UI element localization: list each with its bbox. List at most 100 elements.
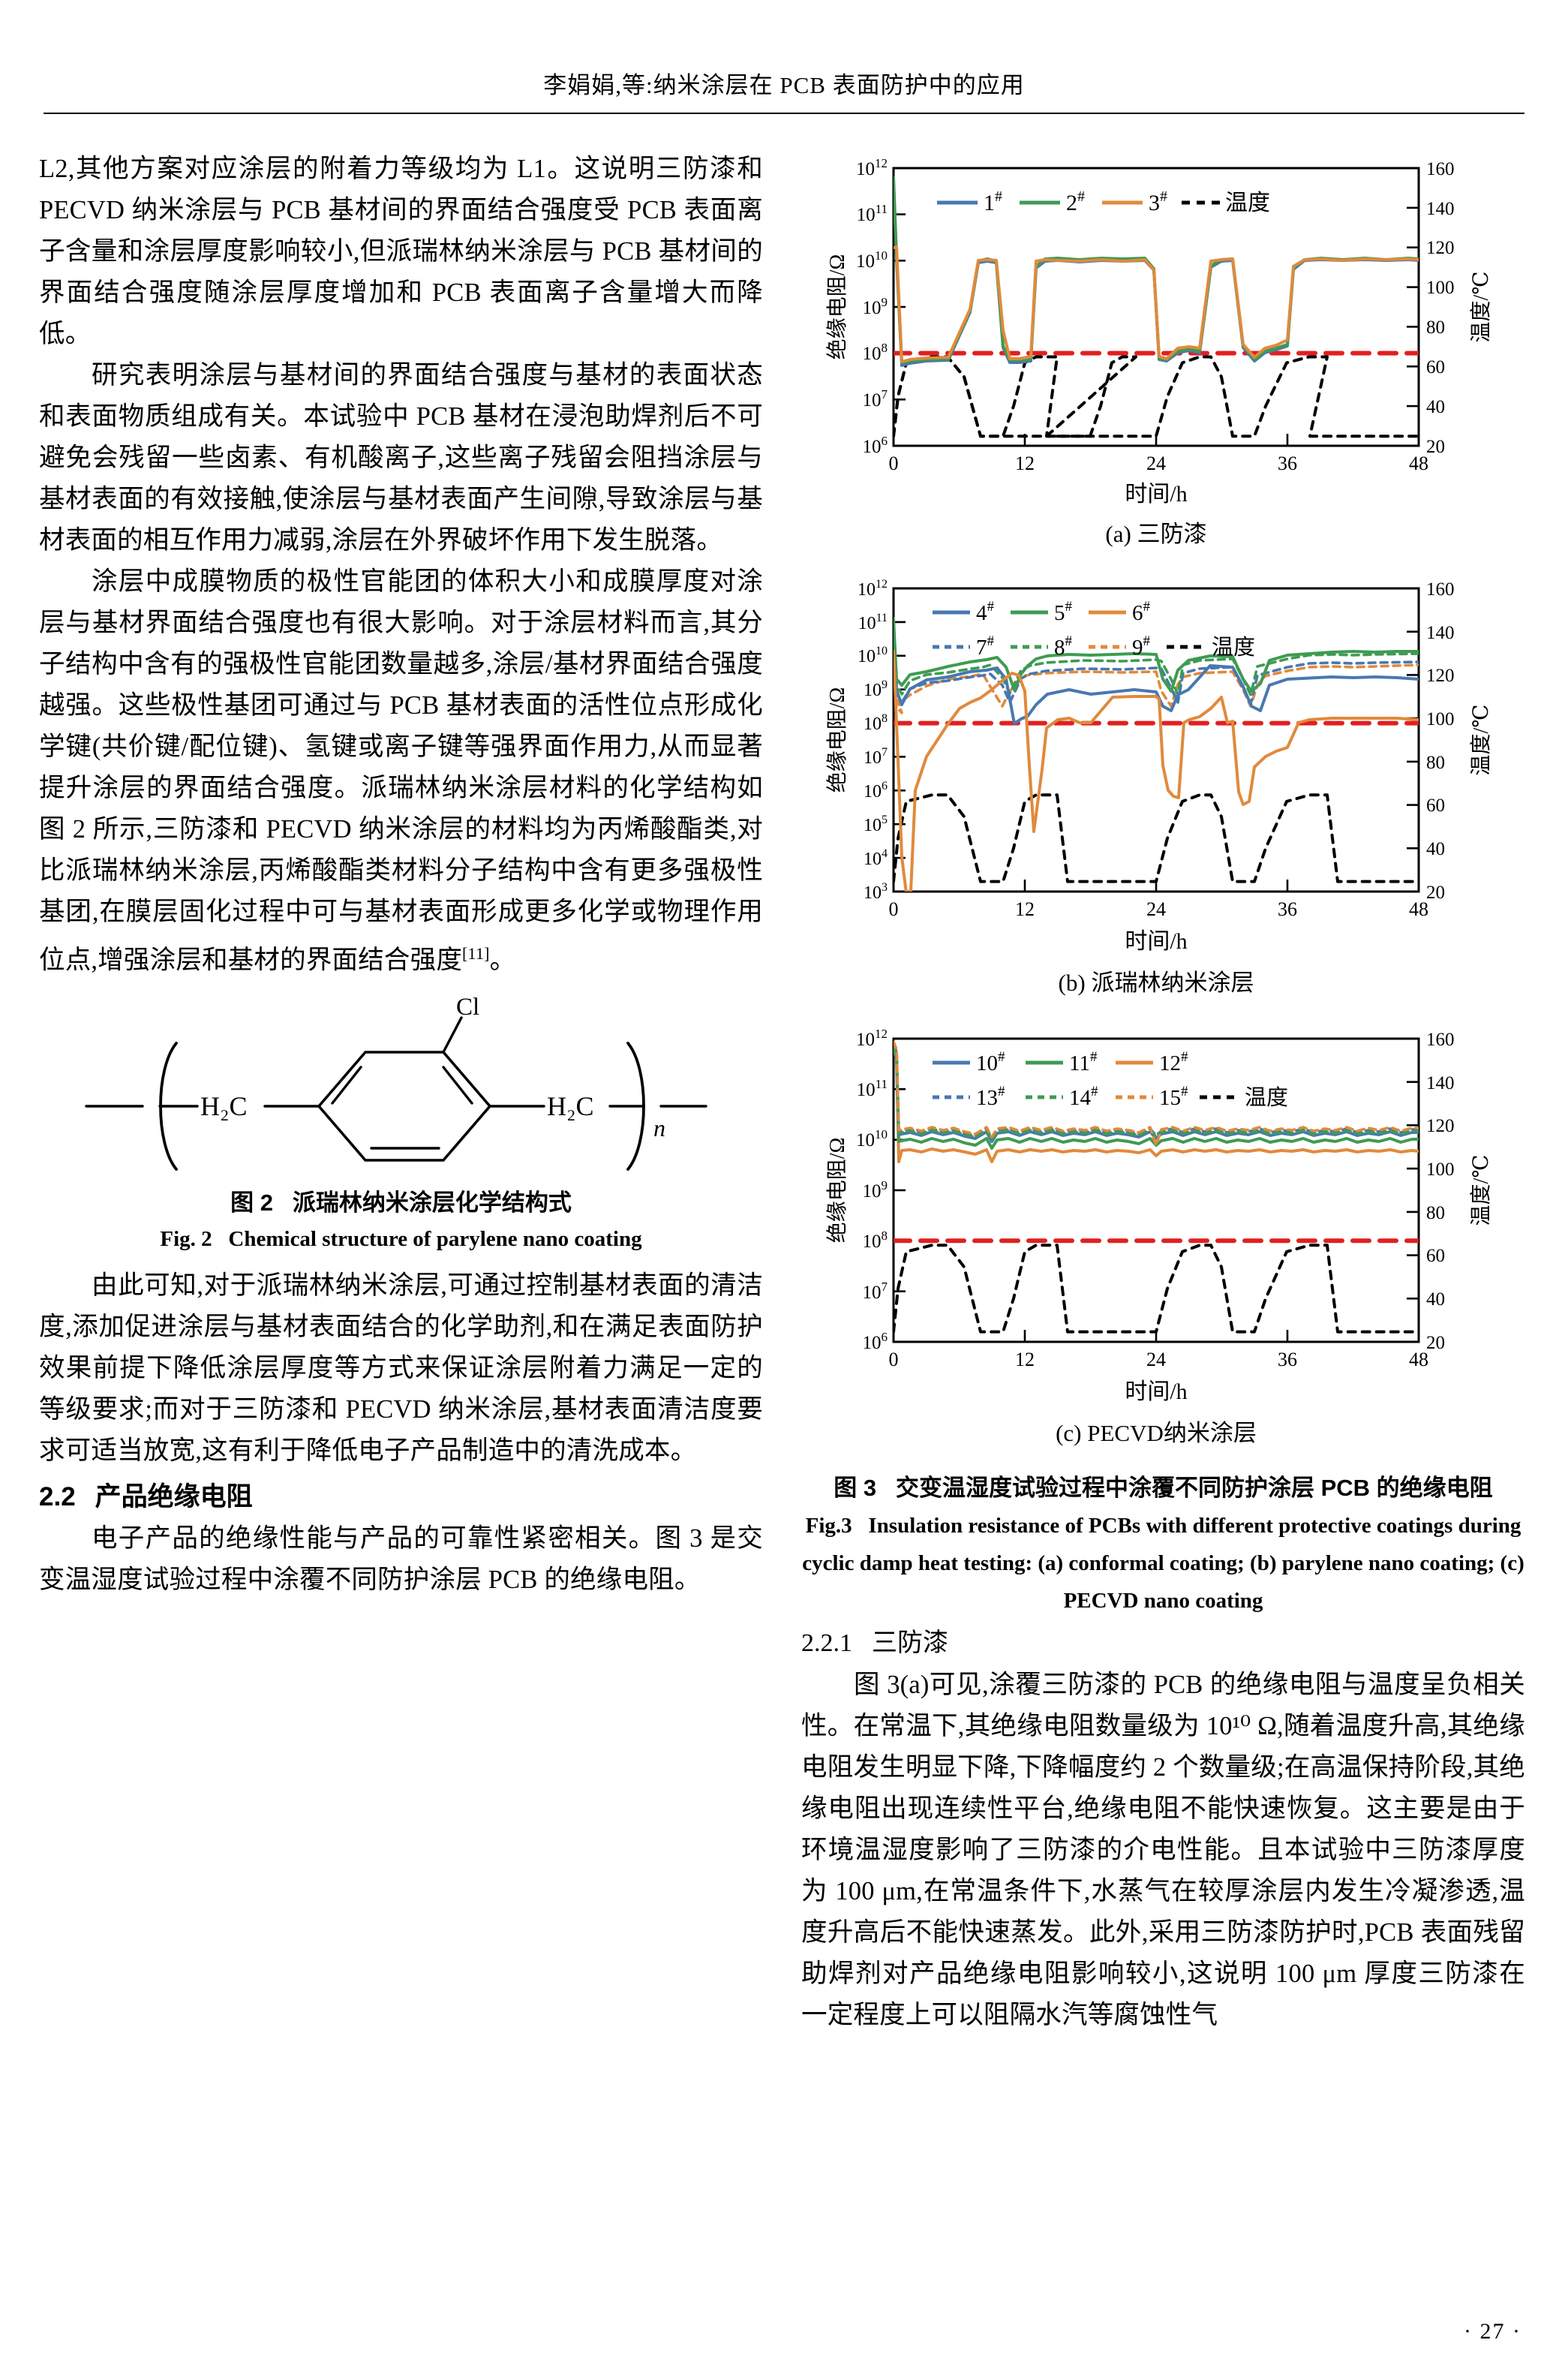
- figure-3-en-text-1: Insulation resistance of PCBs with diffe…: [868, 1514, 1371, 1538]
- chart-b-ytick-1e12: 1012: [858, 578, 888, 600]
- paragraph-4: 由此可知,对于派瑞林纳米涂层,可通过控制基材表面的清洁度,添加促进涂层与基材表面…: [39, 1271, 763, 1465]
- chart-a-y2tick-160: 160: [1426, 159, 1455, 179]
- section-heading-2-2: 2.2 产品绝缘电阻: [39, 1476, 763, 1518]
- chart-a-svg: 106 107 108 109 1010 1011 1012 20: [825, 156, 1493, 547]
- chart-c-ytick-1e9: 109: [862, 1178, 888, 1202]
- chart-c-pecvd-nano-coating: 106 107 108 109 1010 1011 1012 20 40: [804, 1019, 1524, 1469]
- chart-a-y2tick-20: 20: [1426, 437, 1445, 457]
- chart-a-ytick-1e9: 109: [862, 295, 888, 318]
- chart-a-legend-temperature: 温度: [1225, 191, 1270, 215]
- figure-2-title-en: Chemical structure of parylene nano coat…: [228, 1226, 642, 1251]
- chart-b-y2tick-20: 20: [1426, 883, 1445, 903]
- figure-2: Cl H₂C H₂C n 图 2 派瑞林纳米涂层化学结构式 Fig. 2 Che…: [39, 994, 763, 1256]
- chart-b-series-5: [893, 618, 1419, 693]
- chart-c-y2tick-80: 80: [1426, 1203, 1445, 1223]
- figure-3-caption-en: Fig.3 Insulation resistance of PCBs with…: [801, 1507, 1525, 1620]
- chart-b-svg: 103 104 105 106 107 108 109 1010 1011 10…: [825, 578, 1493, 996]
- chart-b-legend-temperature: 温度: [1212, 635, 1255, 660]
- chart-b-ytick-1e10: 1010: [858, 645, 888, 666]
- chart-a-y2tick-100: 100: [1426, 278, 1455, 298]
- figure-3-title-cn: 交变温湿度试验过程中涂覆不同防护涂层 PCB 的绝缘电阻: [896, 1475, 1493, 1501]
- chart-b-ytick-1e7: 107: [864, 746, 888, 768]
- chart-b-ytick-1e11: 1011: [858, 612, 887, 633]
- chem-label-h2c-left: H₂C: [200, 1091, 248, 1121]
- chart-a-ytick-1e12: 1012: [856, 156, 888, 179]
- figure-2-caption-en: Fig. 2 Chemical structure of parylene na…: [39, 1222, 763, 1256]
- chart-c-ytick-1e11: 1011: [856, 1077, 887, 1100]
- figure-2-number-en: Fig. 2: [160, 1226, 212, 1251]
- paragraph-5: 电子产品的绝缘性能与产品的可靠性紧密相关。图 3 是交变温湿度试验过程中涂覆不同…: [39, 1523, 763, 1594]
- chart-c-ytick-1e8: 108: [862, 1229, 888, 1252]
- figure-2-caption-cn: 图 2 派瑞林纳米涂层化学结构式: [39, 1186, 763, 1220]
- chart-c-series-13: [893, 1042, 1419, 1140]
- chart-c-y2tick-100: 100: [1426, 1159, 1455, 1180]
- chart-a-conformal-coating: 106 107 108 109 1010 1011 1012 20: [804, 149, 1524, 569]
- chart-b-series-8: [893, 617, 1419, 696]
- chart-b-y2tick-140: 140: [1426, 623, 1455, 643]
- chart-c-y2tick-20: 20: [1426, 1333, 1445, 1353]
- chem-label-cl: Cl: [456, 994, 479, 1021]
- chart-b-xlabel: 时间/h: [1125, 929, 1187, 954]
- chart-b-y2label: 温度/℃: [1469, 704, 1493, 775]
- chart-c-xtick-12: 12: [1015, 1349, 1035, 1370]
- chart-c-y2tick-40: 40: [1426, 1289, 1445, 1310]
- section-number-2-2: 2.2: [39, 1481, 76, 1511]
- section-title-2-2-1: 三防漆: [872, 1629, 948, 1657]
- section-heading-2-2-1: 2.2.1 三防漆: [801, 1623, 1525, 1665]
- paragraph-3-end: 。: [489, 946, 516, 975]
- chart-c-ytick-1e7: 107: [862, 1280, 888, 1303]
- chart-b-series-4: [893, 621, 1419, 725]
- chart-a-y2tick-60: 60: [1426, 357, 1445, 377]
- paragraph-1: L2,其他方案对应涂层的附着力等级均为 L1。这说明三防漆和 PECVD 纳米涂…: [39, 155, 763, 348]
- chart-c-series-12: [893, 1045, 1419, 1163]
- chart-b-series-6: [893, 650, 1419, 892]
- chart-b-y2tick-60: 60: [1426, 796, 1445, 816]
- chart-b-xtick-48: 48: [1409, 898, 1428, 920]
- paragraph-3: 涂层中成膜物质的极性官能团的体积大小和成膜厚度对涂层与基材界面结合强度也有很大影…: [39, 561, 763, 982]
- chart-b-series-temperature: [893, 793, 1419, 883]
- section-number-2-2-1: 2.2.1: [801, 1629, 852, 1657]
- paragraph-2: 研究表明涂层与基材间的界面结合强度与基材的表面状态和表面物质组成有关。本试验中 …: [39, 361, 763, 555]
- chart-c-y2tick-160: 160: [1426, 1030, 1455, 1050]
- chem-label-n: n: [653, 1114, 665, 1141]
- right-paragraph-1: 图 3(a)可见,涂覆三防漆的 PCB 的绝缘电阻与温度呈负相关性。在常温下,其…: [801, 1671, 1525, 2029]
- chart-b-series-9: [893, 626, 1419, 714]
- chart-c-svg: 106 107 108 109 1010 1011 1012 20 40: [825, 1027, 1493, 1446]
- chart-c-series-temperature: [893, 1244, 1419, 1334]
- figure-3-caption-en-line1: Fig.3 Insulation resistance of PCBs with…: [806, 1514, 1371, 1538]
- chart-a-ytick-1e10: 1010: [856, 248, 888, 272]
- right-column: 106 107 108 109 1010 1011 1012 20: [801, 149, 1525, 2036]
- figure-2-title-cn: 派瑞林纳米涂层化学结构式: [292, 1189, 572, 1216]
- chart-c-xtick-24: 24: [1146, 1349, 1166, 1370]
- chart-b-y2tick-100: 100: [1426, 709, 1455, 729]
- figure-3-caption-en-line3: (b) parylene nano coating; (c) PECVD nan…: [1063, 1551, 1524, 1613]
- chart-b-ytick-1e6: 106: [864, 780, 888, 802]
- chart-b-ylabel: 绝缘电阻/Ω: [825, 687, 849, 793]
- chart-a-xtick-36: 36: [1278, 453, 1297, 474]
- chart-c-y2tick-120: 120: [1426, 1116, 1455, 1136]
- chemical-structure-diagram: Cl H₂C H₂C n: [84, 994, 707, 1171]
- figure-3-number-en: Fig.3: [805, 1514, 852, 1538]
- chart-b-xtick-36: 36: [1278, 898, 1297, 920]
- chart-c-subcaption: (c) PECVD纳米涂层: [1056, 1420, 1257, 1446]
- reference-marker-11: [11]: [462, 944, 490, 963]
- chart-a-ytick-1e8: 108: [862, 341, 888, 364]
- chart-a-series-3: [893, 245, 1419, 363]
- chart-a-ytick-1e11: 1011: [856, 202, 887, 225]
- chart-b-xtick-12: 12: [1015, 898, 1035, 920]
- chart-c-xlabel: 时间/h: [1125, 1379, 1187, 1404]
- figure-3-caption-cn: 图 3 交变温湿度试验过程中涂覆不同防护涂层 PCB 的绝缘电阻: [801, 1471, 1525, 1505]
- chart-c-xtick-36: 36: [1278, 1349, 1297, 1370]
- chart-c-ylabel: 绝缘电阻/Ω: [825, 1138, 849, 1244]
- chart-c-y2tick-140: 140: [1426, 1073, 1455, 1093]
- chart-c-series-11: [893, 1049, 1419, 1150]
- chart-b-ytick-1e4: 104: [864, 847, 888, 869]
- chart-b-ytick-1e3: 103: [864, 881, 888, 903]
- paragraph-3-text: 涂层中成膜物质的极性官能团的体积大小和成膜厚度对涂层与基材界面结合强度也有很大影…: [39, 567, 763, 975]
- chart-c-series-14: [893, 1045, 1419, 1141]
- chart-b-xtick-24: 24: [1146, 898, 1166, 920]
- chart-b-ytick-1e5: 105: [864, 814, 888, 835]
- chart-a-y2tick-40: 40: [1426, 397, 1445, 417]
- chart-a-ytick-1e7: 107: [862, 387, 888, 411]
- left-column: L2,其他方案对应涂层的附着力等级均为 L1。这说明三防漆和 PECVD 纳米涂…: [39, 149, 763, 1601]
